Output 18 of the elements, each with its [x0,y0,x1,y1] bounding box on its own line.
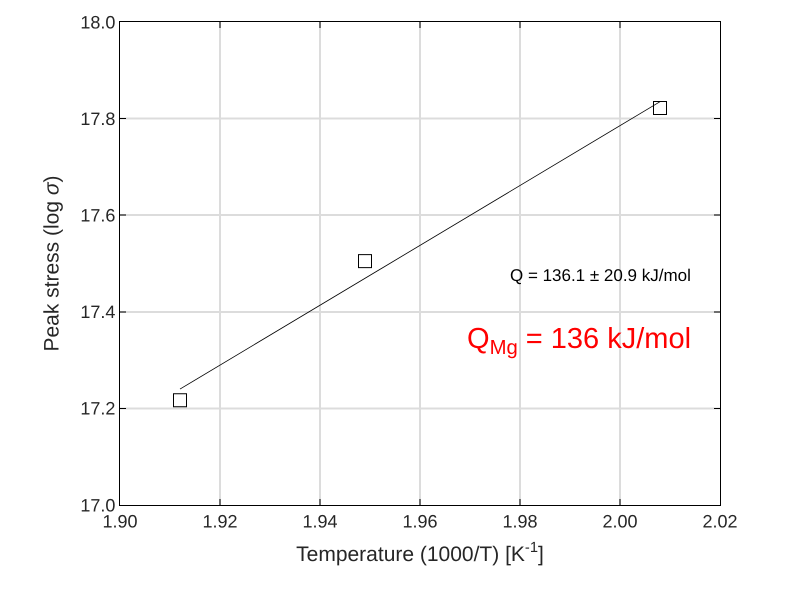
y-tick-label: 17.2 [80,398,116,419]
y-tick-label: 17.8 [80,108,116,129]
point [653,100,667,115]
y-tick-label: 17.6 [80,206,116,226]
y-tick-label: 17.4 [80,302,116,322]
x-axis-title: Temperature (1000/T) [K$^{-1}$] [296,540,544,566]
x-tick-label: 1.96 [402,512,438,532]
x-tick-label: 1.94 [302,512,338,532]
y-axis-title: Peak stress (log σ) [40,175,64,352]
annotation: Q$_{Mg}$ = 136 kJ/mol [467,323,692,360]
x-tick-label: 2.02 [702,512,738,532]
x-tick-label: 2.00 [602,512,638,532]
point [173,393,187,408]
y-tick-label: 18.0 [80,12,116,32]
x-tick-label: 1.98 [502,512,538,532]
annotation: Q = 136.1 ± 20.9 kJ/mol [510,266,691,285]
point [358,254,372,268]
x-tick-label: 1.92 [202,512,238,532]
